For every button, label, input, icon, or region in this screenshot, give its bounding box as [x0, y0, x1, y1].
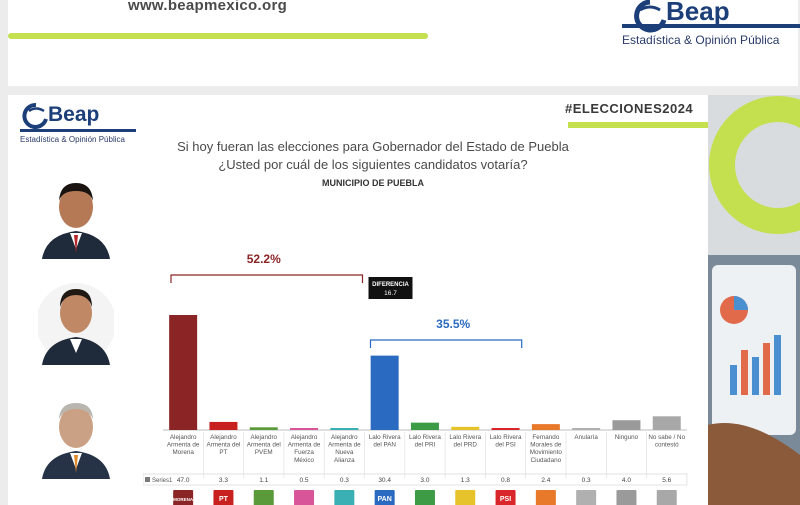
- party-logo-icon: [294, 490, 315, 505]
- accent-bar: [568, 122, 708, 128]
- logo-underline: [20, 129, 136, 132]
- party-logo-icon: [253, 490, 274, 505]
- party-logo-label: MORENA: [173, 497, 194, 502]
- party-logo-icon: [616, 490, 637, 505]
- data-value-label: 0.3: [582, 477, 591, 484]
- bar: [290, 428, 319, 430]
- category-label: Alejandro Armenta de Fuerza México: [288, 434, 321, 464]
- candidate-photo-morales: [42, 403, 110, 479]
- category-label: Lalo Rivera del PRD: [449, 434, 481, 449]
- data-value-label: 0.3: [340, 477, 349, 484]
- data-value-label: 1.1: [259, 477, 268, 484]
- group-total-armenta: 52.2%: [247, 252, 281, 266]
- legend-series-name: Series1: [152, 478, 173, 484]
- party-logo-icon: [535, 490, 556, 505]
- category-label: No sabe / No contestó: [648, 434, 685, 449]
- question-line-1: Si hoy fueran las elecciones para Gobern…: [177, 139, 569, 154]
- group-total-rivera: 35.5%: [436, 317, 470, 331]
- data-value-label: 3.0: [420, 477, 429, 484]
- party-logo-icon: [495, 490, 516, 505]
- bar: [209, 421, 238, 430]
- bar: [451, 426, 480, 430]
- survey-slide: Beap Estadística & Opinión Pública #ELEC…: [8, 95, 708, 505]
- party-logo-icon: [374, 490, 395, 505]
- data-value-label: 30.4: [378, 477, 391, 484]
- party-logo-icon: [334, 490, 355, 505]
- bar: [169, 315, 198, 430]
- category-label: Alejandro Armenta de Nueva Alianza: [328, 434, 361, 464]
- data-value-label: 5.6: [662, 477, 671, 484]
- bar: [330, 428, 359, 430]
- hashtag: #ELECCIONES2024: [565, 101, 694, 116]
- category-label: Anularía: [574, 434, 598, 441]
- group-bracket-armenta: [170, 274, 364, 283]
- accent-bar: [8, 33, 428, 39]
- party-logo-label: PAN: [378, 496, 392, 503]
- difference-box: [368, 277, 413, 299]
- category-label: Alejandro Armenta de Morena: [167, 434, 200, 456]
- bar: [572, 428, 601, 430]
- logo-text: Beap: [48, 103, 99, 126]
- question-line-2: ¿Usted por cuál de los siguientes candid…: [218, 157, 528, 172]
- bar: [249, 427, 278, 430]
- category-label: Ninguno: [615, 434, 639, 441]
- data-table-row: [143, 473, 688, 486]
- legend-swatch: [145, 477, 150, 482]
- difference-value: 16.7: [384, 290, 397, 297]
- data-value-label: 1.3: [461, 477, 470, 484]
- data-value-label: 4.0: [622, 477, 631, 484]
- beap-logo-icon: Beap: [22, 103, 99, 129]
- data-value-label: 2.4: [541, 477, 550, 484]
- logo-underline: [622, 24, 800, 28]
- bar: [612, 420, 641, 430]
- chart-subtitle: MUNICIPIO DE PUEBLA: [321, 178, 424, 188]
- party-logo-icon: [414, 490, 435, 505]
- category-label: Lalo Rivera del PAN: [369, 434, 401, 449]
- category-label: Alejandro Armenta del PT: [206, 434, 240, 456]
- logo-tagline: Estadística & Opinión Pública: [622, 33, 780, 47]
- decorative-photo: [708, 95, 800, 505]
- vote-intention-chart: Alejandro Armenta de Morena Alejandro Arment…: [143, 252, 688, 505]
- category-label: Fernando Morales de Movimiento Ciudadano: [530, 434, 563, 464]
- category-label: Alejandro Armenta del PVEM: [247, 434, 281, 456]
- side-decoration: [708, 95, 800, 505]
- party-logo-icon: [656, 490, 677, 505]
- party-logo-icon: [576, 490, 597, 505]
- bar: [531, 424, 560, 430]
- data-value-label: 3.3: [219, 477, 228, 484]
- previous-slide: www.beapmexico.org: [8, 0, 798, 86]
- party-logo-label: PSI: [500, 496, 511, 503]
- bar: [652, 416, 681, 430]
- website-url: www.beapmexico.org: [128, 0, 288, 14]
- category-label: Lalo Rivera del PRI: [409, 434, 441, 449]
- logo-tagline: Estadística & Opinión Pública: [20, 135, 125, 144]
- candidate-photo-armenta: [42, 183, 110, 259]
- data-value-label: 47.0: [177, 477, 190, 484]
- bar: [410, 422, 439, 430]
- group-bracket-rivera: [369, 339, 523, 348]
- party-logo-label: PT: [219, 496, 229, 503]
- party-logo-icon: [173, 490, 194, 505]
- category-label: Lalo Rivera del PSI: [490, 434, 522, 449]
- party-logo-icon: [455, 490, 476, 505]
- bar: [491, 428, 520, 430]
- data-value-label: 0.5: [300, 477, 309, 484]
- data-value-label: 0.8: [501, 477, 510, 484]
- bar: [370, 355, 399, 430]
- difference-label: DIFERENCIA: [372, 282, 409, 288]
- candidate-photo-rivera: [38, 283, 114, 365]
- party-logo-icon: [213, 490, 234, 505]
- logo-text: Beap: [666, 0, 730, 26]
